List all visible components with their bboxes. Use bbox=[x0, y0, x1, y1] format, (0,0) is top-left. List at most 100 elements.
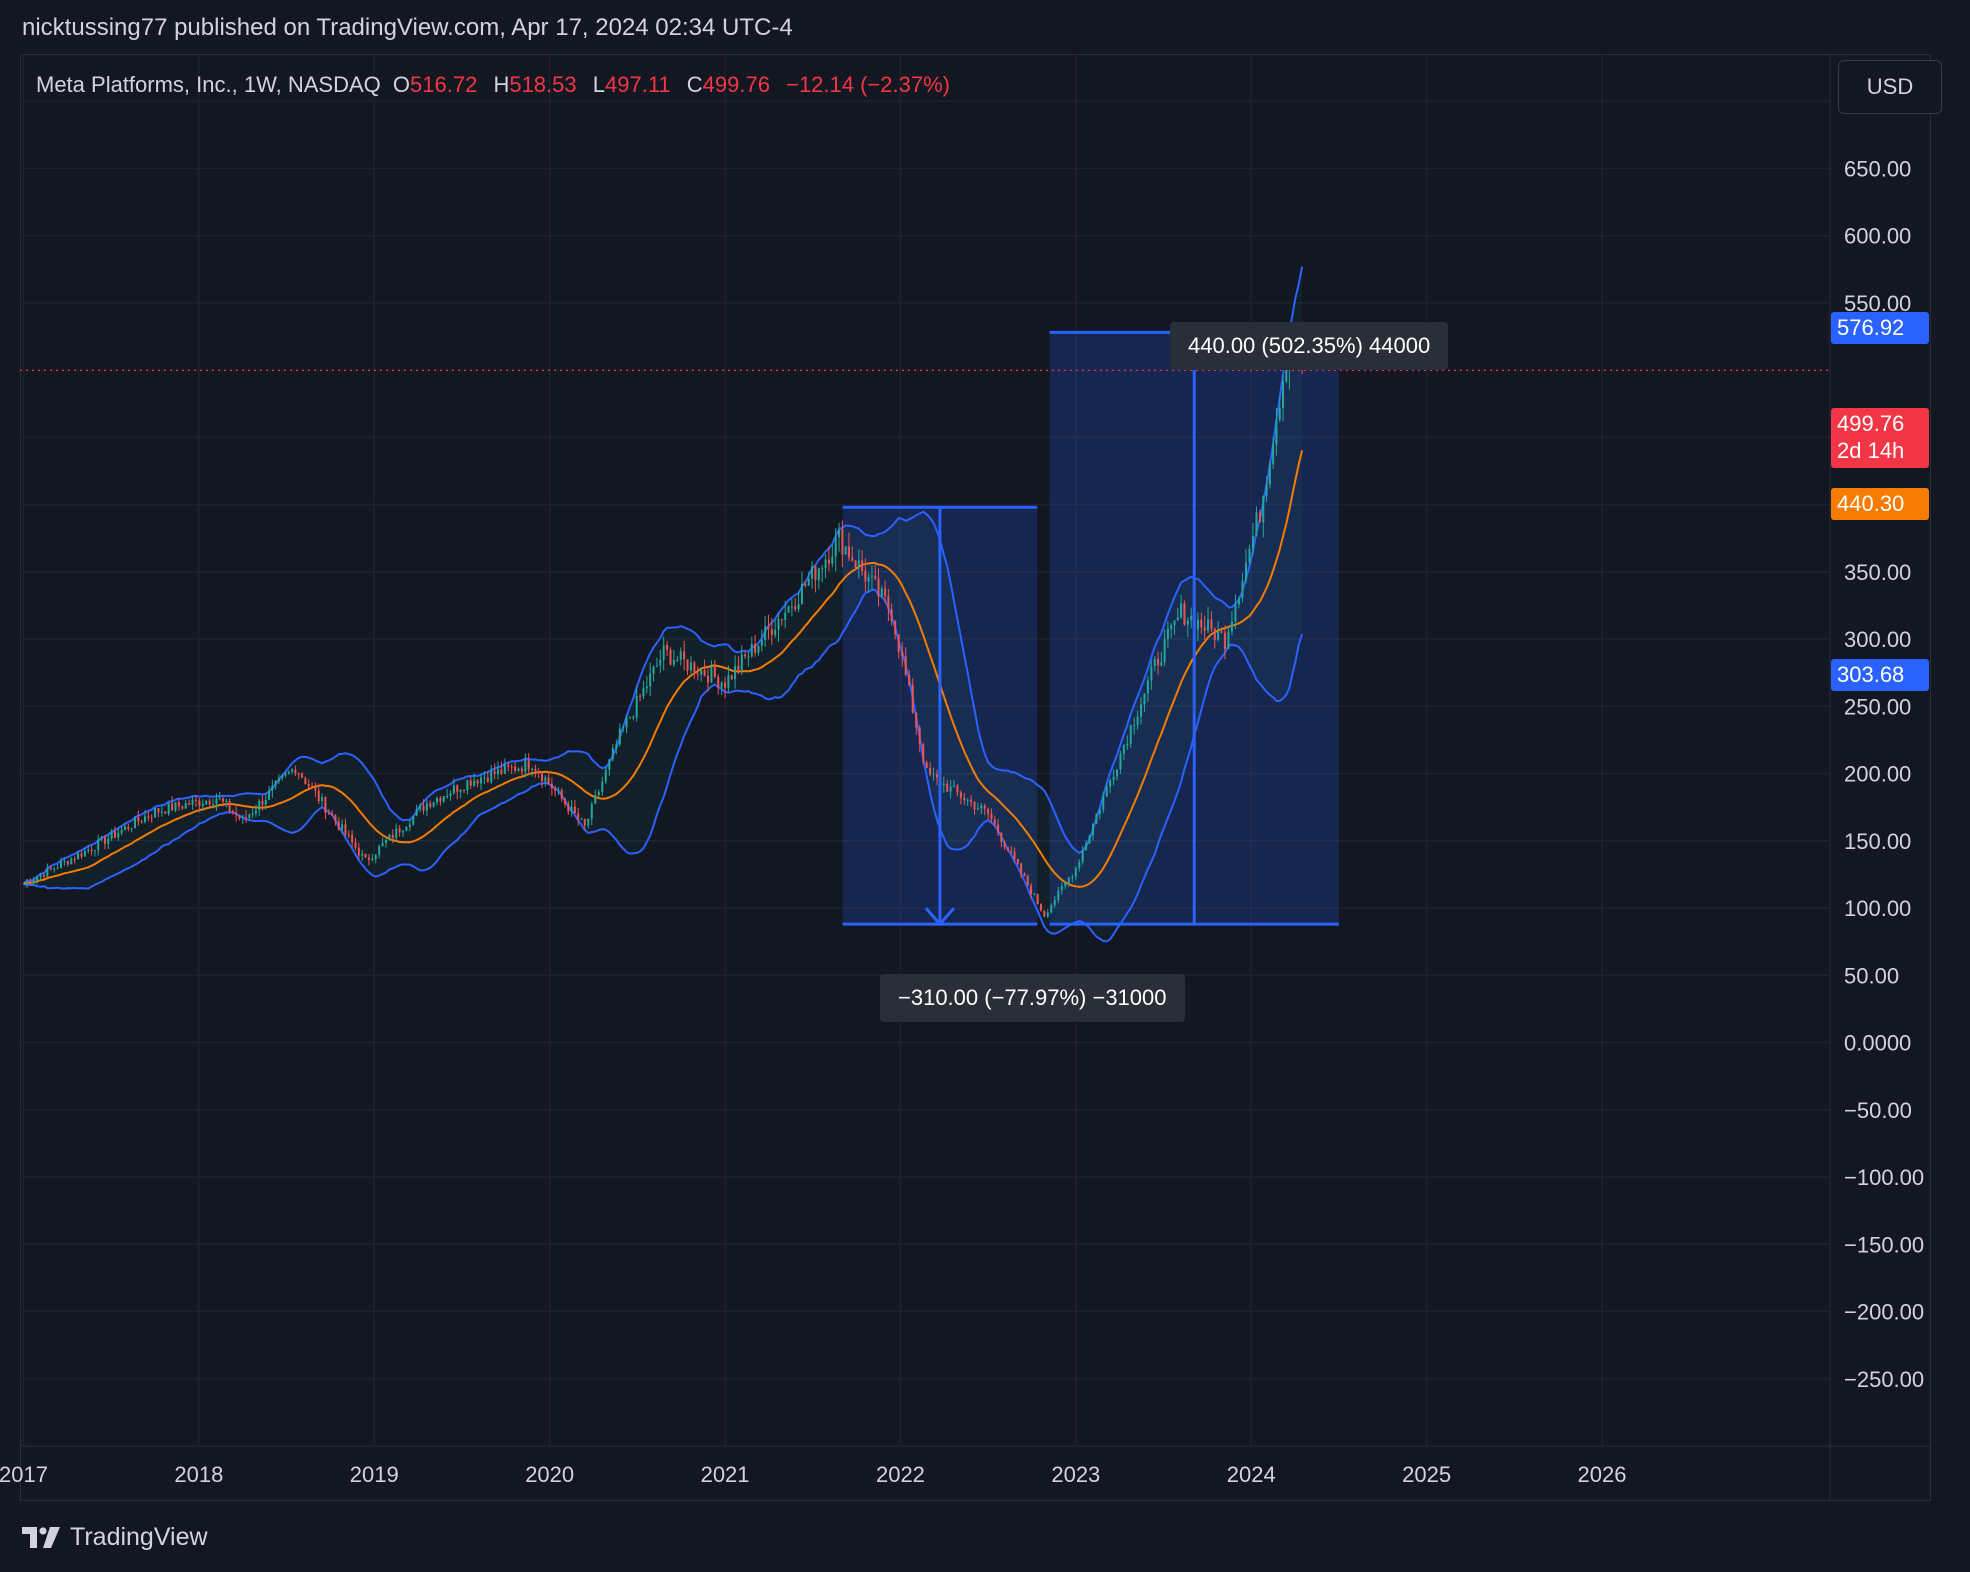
candle-body bbox=[980, 805, 983, 809]
candle-body bbox=[294, 769, 297, 774]
drop-measure-label[interactable]: −310.00 (−77.97%) −31000 bbox=[880, 974, 1185, 1022]
candle-body bbox=[935, 774, 938, 778]
candle-body bbox=[452, 785, 455, 794]
candle-body bbox=[317, 790, 320, 802]
y-tick-label: 250.00 bbox=[1844, 694, 1911, 719]
candle-body bbox=[1275, 419, 1278, 445]
candle-body bbox=[887, 596, 890, 610]
candle-body bbox=[706, 675, 710, 683]
candle-body bbox=[208, 800, 211, 805]
candle-body bbox=[1000, 832, 1003, 842]
x-tick-label: 2017 bbox=[0, 1462, 48, 1487]
candle-body bbox=[53, 868, 56, 870]
candle-body bbox=[1255, 512, 1258, 537]
candle-body bbox=[228, 800, 231, 812]
candle-body bbox=[436, 797, 439, 803]
candle-body bbox=[1203, 627, 1206, 631]
candle-body bbox=[56, 867, 59, 869]
candle-body bbox=[503, 764, 506, 774]
y-tick-label: −50.00 bbox=[1844, 1098, 1912, 1123]
candle-body bbox=[261, 800, 264, 805]
candle-body bbox=[1043, 910, 1046, 917]
candle-body bbox=[1143, 693, 1146, 705]
bar-countdown: 2d 14h bbox=[1837, 438, 1905, 463]
candle-body bbox=[231, 811, 234, 813]
candle-body bbox=[271, 785, 274, 791]
candle-body bbox=[777, 618, 780, 630]
candle-body bbox=[524, 759, 527, 772]
candle-body bbox=[147, 816, 150, 818]
rise-measure-label[interactable]: 440.00 (502.35%) 44000 bbox=[1170, 322, 1449, 370]
candle-body bbox=[473, 780, 476, 786]
candle-body bbox=[32, 880, 35, 884]
candle-body bbox=[1160, 662, 1163, 666]
candle-body bbox=[608, 759, 611, 770]
candle-body bbox=[83, 850, 86, 857]
candle-body bbox=[874, 575, 877, 579]
candle-body bbox=[374, 854, 377, 860]
candle-body bbox=[1140, 704, 1143, 717]
lower-band-tag: 303.68 bbox=[1831, 659, 1929, 691]
candle-body bbox=[655, 665, 658, 667]
candle-body bbox=[120, 829, 123, 834]
candle-body bbox=[689, 662, 692, 671]
candle-body bbox=[1136, 716, 1139, 726]
y-tick-label: −100.00 bbox=[1844, 1165, 1924, 1190]
chart-frame[interactable] bbox=[20, 54, 1931, 1501]
tradingview-logo[interactable]: TradingView bbox=[22, 1520, 208, 1554]
candle-body bbox=[750, 643, 753, 657]
candle-body bbox=[264, 799, 267, 805]
candle-body bbox=[442, 796, 445, 802]
y-tick-label: 350.00 bbox=[1844, 560, 1911, 585]
candle-body bbox=[164, 811, 167, 814]
x-tick-label: 2023 bbox=[1051, 1462, 1100, 1487]
candle-body bbox=[1176, 617, 1179, 621]
candle-body bbox=[1268, 463, 1271, 485]
candle-body bbox=[97, 839, 100, 851]
candle-body bbox=[520, 768, 523, 772]
candle-body bbox=[1251, 536, 1254, 549]
candle-body bbox=[405, 827, 408, 831]
candle-body bbox=[1085, 843, 1088, 851]
candle-body bbox=[1115, 769, 1119, 777]
candle-body bbox=[198, 800, 201, 806]
candle-body bbox=[949, 786, 952, 792]
candle-body bbox=[133, 817, 137, 829]
candle-body bbox=[191, 799, 194, 805]
candle-body bbox=[1265, 484, 1268, 496]
candle-body bbox=[615, 744, 618, 749]
candle-body bbox=[894, 621, 897, 635]
candle-body bbox=[784, 612, 787, 620]
candle-body bbox=[1258, 512, 1262, 523]
candle-body bbox=[188, 803, 191, 805]
candle-body bbox=[1173, 620, 1176, 626]
candle-body bbox=[100, 837, 103, 840]
candle-body bbox=[577, 813, 580, 820]
candle-body bbox=[251, 813, 254, 815]
candle-body bbox=[804, 583, 807, 586]
candle-body bbox=[1163, 638, 1166, 663]
candle-body bbox=[419, 805, 422, 809]
candle-body bbox=[583, 818, 586, 826]
candle-body bbox=[554, 788, 557, 791]
candle-body bbox=[1223, 632, 1226, 649]
candle-body bbox=[1196, 619, 1199, 630]
candle-body bbox=[39, 874, 42, 878]
candle-body bbox=[391, 834, 394, 839]
candle-body bbox=[774, 629, 777, 636]
candle-body bbox=[754, 643, 757, 653]
candle-body bbox=[797, 603, 800, 610]
candle-body bbox=[1030, 885, 1033, 895]
candle-body bbox=[248, 814, 251, 818]
candle-body bbox=[838, 529, 841, 538]
candle-body bbox=[476, 780, 479, 784]
candle-body bbox=[154, 808, 157, 818]
candle-body bbox=[1227, 631, 1230, 649]
candle-body bbox=[970, 799, 973, 802]
candle-body bbox=[395, 828, 398, 839]
candle-body bbox=[93, 850, 96, 852]
candle-body bbox=[137, 817, 140, 822]
currency-button[interactable]: USD bbox=[1838, 60, 1942, 114]
y-tick-label: 0.0000 bbox=[1844, 1031, 1911, 1056]
